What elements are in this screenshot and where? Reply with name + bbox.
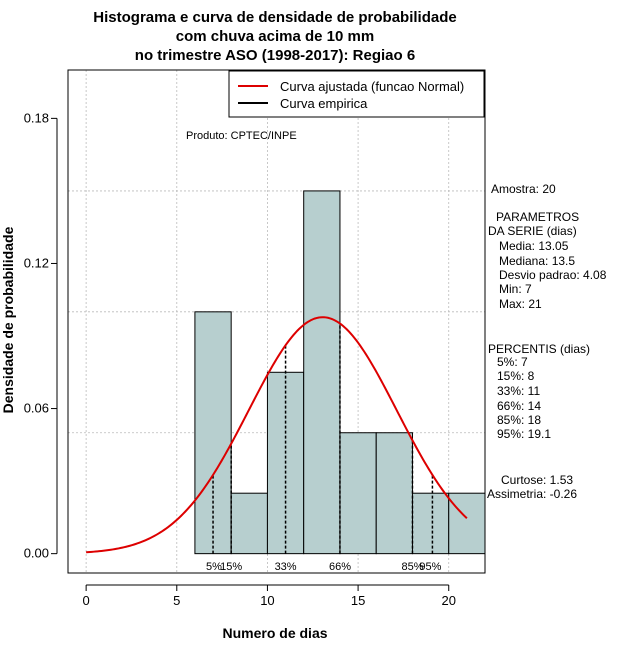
fitted-normal-curve bbox=[86, 316, 468, 554]
y-tick-label-0: 0.00 bbox=[24, 546, 49, 561]
y-tick-label-1: 0.06 bbox=[24, 401, 49, 416]
percentil-95: 95%: 19.1 bbox=[497, 427, 551, 441]
histogram-bar-4 bbox=[339, 432, 377, 555]
x-axis-label: Numero de dias bbox=[222, 625, 327, 641]
plot-area: 5%15% 33% 66% 85%95% 0 5 10 15 20 0.00 0.06 0.12 0.1… bbox=[24, 70, 486, 608]
legend-label-empirical: Curva empirica bbox=[280, 96, 368, 111]
param-mean: Media: 13.05 bbox=[499, 239, 569, 253]
param-max: Max: 21 bbox=[499, 297, 542, 311]
percentile-label-4: 85% bbox=[401, 561, 423, 573]
chart-title: Histograma e curva de densidade de proba… bbox=[93, 9, 456, 64]
title-line-1: Histograma e curva de densidade de proba… bbox=[93, 9, 456, 26]
y-axis-label: Densidade de probabilidade bbox=[0, 226, 16, 413]
histogram-bar-5 bbox=[375, 432, 413, 555]
param-sd: Desvio padrao: 4.08 bbox=[499, 268, 607, 282]
x-tick-label-0: 0 bbox=[83, 593, 90, 608]
x-tick-label-1: 5 bbox=[173, 593, 180, 608]
skewness: Assimetria: -0.26 bbox=[487, 487, 577, 501]
percentil-5: 5%: 7 bbox=[497, 355, 528, 369]
percentile-label-5: 95% bbox=[419, 561, 441, 573]
title-line-2: com chuva acima de 10 mm bbox=[176, 28, 374, 45]
histogram-bar-7 bbox=[448, 492, 486, 555]
percentile-label-3: 66% bbox=[329, 561, 351, 573]
title-line-3: no trimestre ASO (1998-2017): Regiao 6 bbox=[135, 47, 415, 64]
y-tick-label-3: 0.18 bbox=[24, 110, 49, 125]
histogram-bar-6 bbox=[411, 492, 450, 555]
params-title-1: PARAMETROS bbox=[496, 210, 579, 224]
params-title-2: DA SERIE (dias) bbox=[488, 224, 577, 238]
percentil-33: 33%: 11 bbox=[497, 384, 540, 398]
percentil-85: 85%: 18 bbox=[497, 413, 541, 427]
percentile-label-1: 15% bbox=[220, 561, 242, 573]
plot-border bbox=[67, 69, 486, 574]
sample-size: Amostra: 20 bbox=[491, 182, 556, 196]
legend-box bbox=[228, 70, 485, 118]
legend: Curva ajustada (funcao Normal) Curva emp… bbox=[228, 70, 485, 118]
percentil-66: 66%: 14 bbox=[497, 399, 541, 413]
percentile-label-2: 33% bbox=[275, 561, 297, 573]
histogram-bar-1 bbox=[230, 492, 268, 555]
x-tick-label-4: 20 bbox=[442, 593, 456, 608]
x-tick-label-3: 15 bbox=[351, 593, 365, 608]
param-min: Min: 7 bbox=[499, 282, 532, 296]
percentis-title: PERCENTIS (dias) bbox=[488, 342, 590, 356]
stats-panel: Amostra: 20 PARAMETROS DA SERIE (dias) M… bbox=[487, 182, 607, 501]
param-median: Mediana: 13.5 bbox=[499, 254, 575, 268]
x-tick-label-2: 10 bbox=[260, 593, 274, 608]
legend-label-fitted: Curva ajustada (funcao Normal) bbox=[280, 79, 464, 94]
percentil-15: 15%: 8 bbox=[497, 369, 535, 383]
product-annotation: Produto: CPTEC/INPE bbox=[186, 130, 297, 142]
histogram-bar-3 bbox=[303, 190, 341, 555]
kurtosis: Curtose: 1.53 bbox=[501, 473, 573, 487]
y-tick-label-2: 0.12 bbox=[24, 255, 49, 270]
percentile-label-0: 5% bbox=[206, 561, 222, 573]
